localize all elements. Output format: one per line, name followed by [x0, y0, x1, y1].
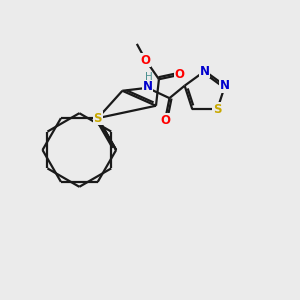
Text: O: O	[175, 68, 184, 81]
Text: O: O	[141, 54, 151, 67]
Text: S: S	[94, 112, 102, 124]
Text: O: O	[160, 114, 170, 127]
Text: H: H	[145, 72, 153, 82]
Text: N: N	[200, 64, 210, 77]
Text: N: N	[220, 79, 230, 92]
Text: N: N	[142, 80, 152, 93]
Text: S: S	[213, 103, 221, 116]
